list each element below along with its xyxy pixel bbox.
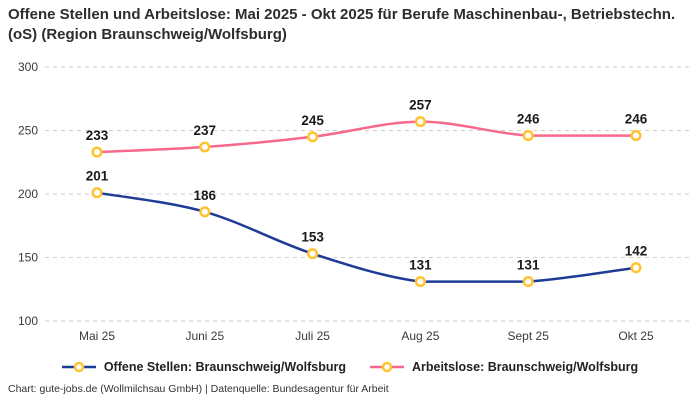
data-point-marker[interactable] — [414, 116, 426, 128]
legend-label-offene-stellen: Offene Stellen: Braunschweig/Wolfsburg — [103, 360, 346, 374]
data-point-marker[interactable] — [414, 276, 426, 288]
y-tick-label: 100 — [18, 314, 38, 328]
data-point-value-label: 246 — [517, 112, 540, 127]
chart-legend: Offene Stellen: Braunschweig/Wolfsburg A… — [0, 360, 700, 374]
line-chart-plot-area: 100 150 200 250 300 Mai 25 Juni 25 Juli 25 Aug 2… — [18, 60, 690, 343]
data-point-marker[interactable] — [630, 130, 642, 142]
data-point-marker[interactable] — [307, 248, 319, 260]
x-tick-label: Juni 25 — [185, 329, 224, 343]
x-tick-label: Sept 25 — [508, 329, 550, 343]
series-line — [96, 120, 636, 154]
data-point-marker[interactable] — [199, 141, 211, 153]
data-point-value-label: 237 — [194, 123, 217, 138]
data-point-value-label: 131 — [517, 258, 540, 273]
data-point-value-label: 245 — [301, 113, 324, 128]
data-point-value-label: 233 — [86, 128, 109, 143]
data-point-marker[interactable] — [91, 187, 103, 199]
data-point-value-label: 142 — [625, 244, 648, 259]
y-tick-label: 200 — [18, 187, 38, 201]
legend-item-offene-stellen[interactable]: Offene Stellen: Braunschweig/Wolfsburg — [61, 360, 346, 374]
line-marker-icon — [61, 361, 96, 373]
data-point-marker[interactable] — [522, 130, 534, 142]
data-point-marker[interactable] — [91, 146, 103, 158]
data-point-value-label: 201 — [86, 169, 109, 184]
data-point-value-label: 257 — [409, 98, 432, 113]
data-point-marker[interactable] — [630, 262, 642, 274]
attribution-text: Chart: gute-jobs.de (Wollmilchsau GmbH) … — [8, 383, 389, 395]
data-point-marker[interactable] — [522, 276, 534, 288]
x-tick-label: Aug 25 — [401, 329, 439, 343]
legend-marker-ring — [73, 361, 85, 373]
line-marker-icon — [369, 361, 404, 373]
y-tick-label: 150 — [18, 251, 38, 265]
y-tick-label: 250 — [18, 124, 38, 138]
y-tick-label: 300 — [18, 60, 38, 74]
legend-label-arbeitslose: Arbeitslose: Braunschweig/Wolfsburg — [411, 360, 639, 374]
series-line — [96, 191, 637, 283]
data-point-value-label: 131 — [409, 258, 432, 273]
chart-title: Offene Stellen und Arbeitslose: Mai 2025… — [8, 6, 676, 43]
data-point-value-label: 153 — [301, 230, 324, 245]
data-point-value-label: 246 — [625, 112, 648, 127]
legend-item-arbeitslose[interactable]: Arbeitslose: Braunschweig/Wolfsburg — [369, 360, 639, 374]
data-point-marker[interactable] — [199, 206, 211, 218]
data-point-marker[interactable] — [307, 131, 319, 143]
x-tick-label: Okt 25 — [618, 329, 654, 343]
legend-marker-ring — [381, 361, 393, 373]
data-point-value-label: 186 — [194, 188, 217, 203]
x-tick-label: Mai 25 — [79, 329, 115, 343]
x-tick-label: Juli 25 — [295, 329, 330, 343]
